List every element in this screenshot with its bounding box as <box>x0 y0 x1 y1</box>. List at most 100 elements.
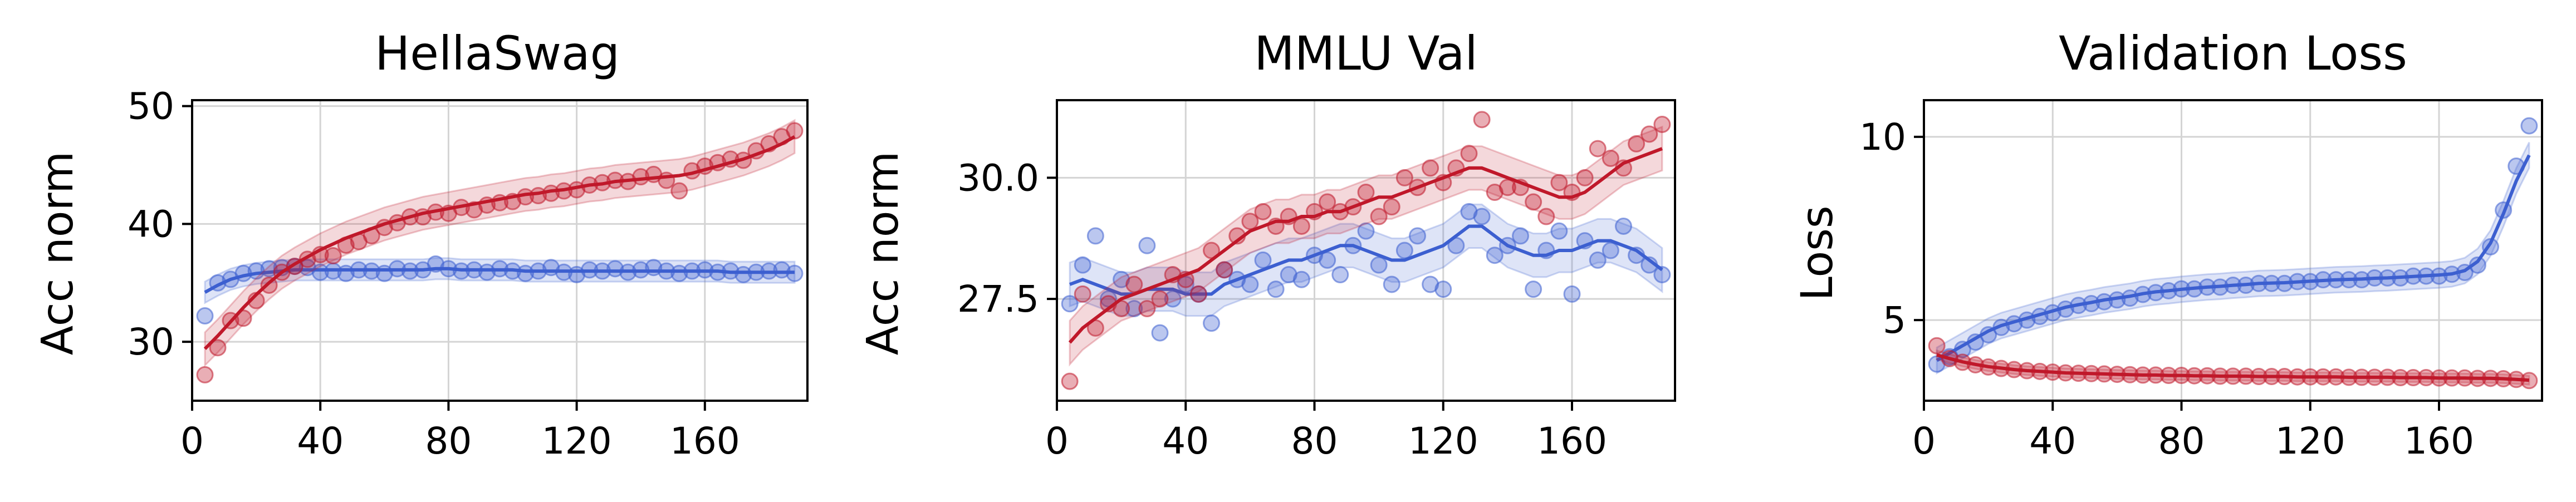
series-1-band <box>204 119 796 368</box>
x-tick-label: 80 <box>2158 420 2205 462</box>
series-1-point <box>1537 208 1555 225</box>
y-tick-label: 40 <box>128 203 174 245</box>
series-0-point <box>1125 300 1143 318</box>
x-tick-label: 0 <box>1912 420 1936 462</box>
series-1-point <box>1460 145 1478 163</box>
chart-panel-hellaswag: HellaSwag Acc norm 0 40 80 120 160 30 40 50 <box>33 26 809 462</box>
series-1-point <box>670 182 688 200</box>
plot-frame <box>1923 99 2543 402</box>
y-axis-label: Acc norm <box>33 151 83 355</box>
series-0-point <box>1151 324 1169 342</box>
y-tick-label: 5 <box>1883 299 1906 342</box>
series-1-point <box>1151 290 1169 308</box>
x-tick-label: 160 <box>1537 420 1607 462</box>
chart-title: Validation Loss <box>2059 26 2407 81</box>
series-1-point <box>1383 198 1400 216</box>
x-tick-label: 40 <box>1162 420 1209 462</box>
x-tick-label: 160 <box>670 420 740 462</box>
series-0-point <box>1512 227 1529 245</box>
series-0-point <box>1550 222 1568 240</box>
series-1-point <box>1422 159 1439 177</box>
series-0-point <box>1486 247 1504 264</box>
x-tick-label: 120 <box>1408 420 1478 462</box>
series-0-line <box>1936 154 2531 362</box>
x-tick-label: 120 <box>2275 420 2345 462</box>
y-tick-label: 50 <box>128 85 174 128</box>
x-tick-label: 40 <box>297 420 344 462</box>
series-1-point <box>1254 203 1272 220</box>
series-1-point <box>1525 193 1542 211</box>
series-0-point <box>1615 217 1632 235</box>
series-1-band <box>1069 125 1663 367</box>
y-axis-label: Loss <box>1793 205 1843 301</box>
series-1-point <box>1550 174 1568 191</box>
x-tick-label: 80 <box>1291 420 1338 462</box>
series-1-point <box>1241 213 1259 230</box>
series-0-point <box>1319 251 1336 269</box>
series-0-point <box>1409 227 1426 245</box>
series-1-line <box>1068 147 1663 344</box>
series-1-point <box>1602 150 1619 168</box>
series-1-point <box>1357 183 1375 201</box>
series-0-point <box>196 307 214 325</box>
series-1-point <box>324 247 342 265</box>
series-0-point <box>1563 285 1581 303</box>
series-0-line <box>204 267 795 294</box>
series-0-point <box>1138 237 1156 254</box>
series-0-point <box>1267 280 1285 298</box>
plot-frame <box>1056 99 1676 402</box>
series-1-line <box>203 135 796 350</box>
series-0-point <box>1203 314 1220 332</box>
series-1-point <box>1928 337 1946 355</box>
y-tick-label: 30 <box>128 321 174 363</box>
series-0-point <box>1525 280 1542 298</box>
chart-title: HellaSwag <box>375 26 620 81</box>
series-0-point <box>1589 251 1607 269</box>
chart-panel-validation-loss: Validation Loss Loss 0 40 80 120 160 5 10 <box>1793 26 2543 462</box>
series-1-point <box>1576 169 1594 186</box>
series-0-point <box>1164 290 1182 308</box>
series-0-point <box>1383 275 1400 293</box>
x-tick-label: 80 <box>425 420 472 462</box>
series-1-point <box>1628 135 1645 152</box>
series-0-point <box>1434 280 1452 298</box>
series-0-point <box>1653 266 1671 284</box>
series-1-point <box>1589 140 1607 158</box>
series-1-point <box>1473 111 1491 129</box>
series-0-point <box>1370 256 1388 274</box>
series-1-point <box>1061 372 1079 390</box>
series-1-point <box>1395 169 1413 186</box>
series-0-point <box>1086 227 1104 245</box>
series-0-point <box>2520 117 2538 135</box>
x-tick-label: 0 <box>1045 420 1069 462</box>
series-1-point <box>1216 261 1233 279</box>
series-0-point <box>1177 275 1194 293</box>
series-0-point <box>1061 295 1079 313</box>
series-0-line <box>1069 224 1663 296</box>
series-0-point <box>1074 256 1091 274</box>
series-1-point <box>1319 193 1336 211</box>
y-axis-label: Acc norm <box>858 151 908 355</box>
series-1-point <box>1370 208 1388 225</box>
y-tick-label: 27.5 <box>957 278 1039 321</box>
series-1-line <box>1936 353 2530 382</box>
series-1-point <box>786 122 804 140</box>
series-0-point <box>1254 251 1272 269</box>
chart-title: MMLU Val <box>1254 26 1478 81</box>
series-0-point <box>1292 270 1310 288</box>
series-1-point <box>209 339 227 357</box>
series-1-point <box>1292 217 1310 235</box>
y-tick-label: 10 <box>1859 116 1906 159</box>
series-1-point <box>1498 179 1516 196</box>
series-1-point <box>1189 285 1207 303</box>
series-0-point <box>1357 222 1375 240</box>
series-1-point <box>1125 275 1143 293</box>
series-1-point <box>196 366 214 383</box>
series-0-band <box>1936 142 2530 375</box>
x-tick-label: 120 <box>542 420 612 462</box>
series-1-point <box>1640 125 1658 143</box>
x-tick-label: 160 <box>2404 420 2474 462</box>
chart-panel-mmlu-val: MMLU Val Acc norm 0 40 80 120 160 27.5 30.0 <box>858 26 1676 462</box>
x-tick-label: 0 <box>180 420 204 462</box>
